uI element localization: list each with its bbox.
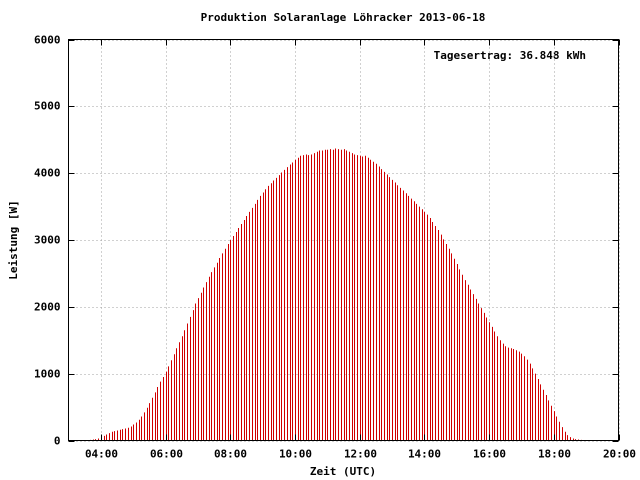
y-tick-label: 4000 [34,167,61,180]
y-tick-label: 3000 [34,234,61,247]
y-tick-label: 1000 [34,368,61,381]
x-tick-label: 08:00 [214,448,247,461]
y-tick-label: 0 [54,435,61,448]
x-tick-label: 18:00 [538,448,571,461]
y-tick-label: 5000 [34,100,61,113]
y-axis-label: Leistung [W] [7,200,20,279]
y-tick-label: 2000 [34,301,61,314]
x-tick-label: 14:00 [408,448,441,461]
x-tick-label: 12:00 [344,448,377,461]
x-tick-label: 10:00 [279,448,312,461]
marks [87,148,587,441]
y-tick-label: 6000 [34,34,61,47]
x-axis-label: Zeit (UTC) [310,465,376,478]
x-tick-label: 06:00 [150,448,183,461]
x-tick-label: 04:00 [85,448,118,461]
x-tick-label: 16:00 [473,448,506,461]
x-tick-label: 20:00 [603,448,636,461]
chart-title: Produktion Solaranlage Löhracker 2013-06… [201,11,486,24]
annotation: Tagesertrag: 36.848 kWh [434,49,586,62]
